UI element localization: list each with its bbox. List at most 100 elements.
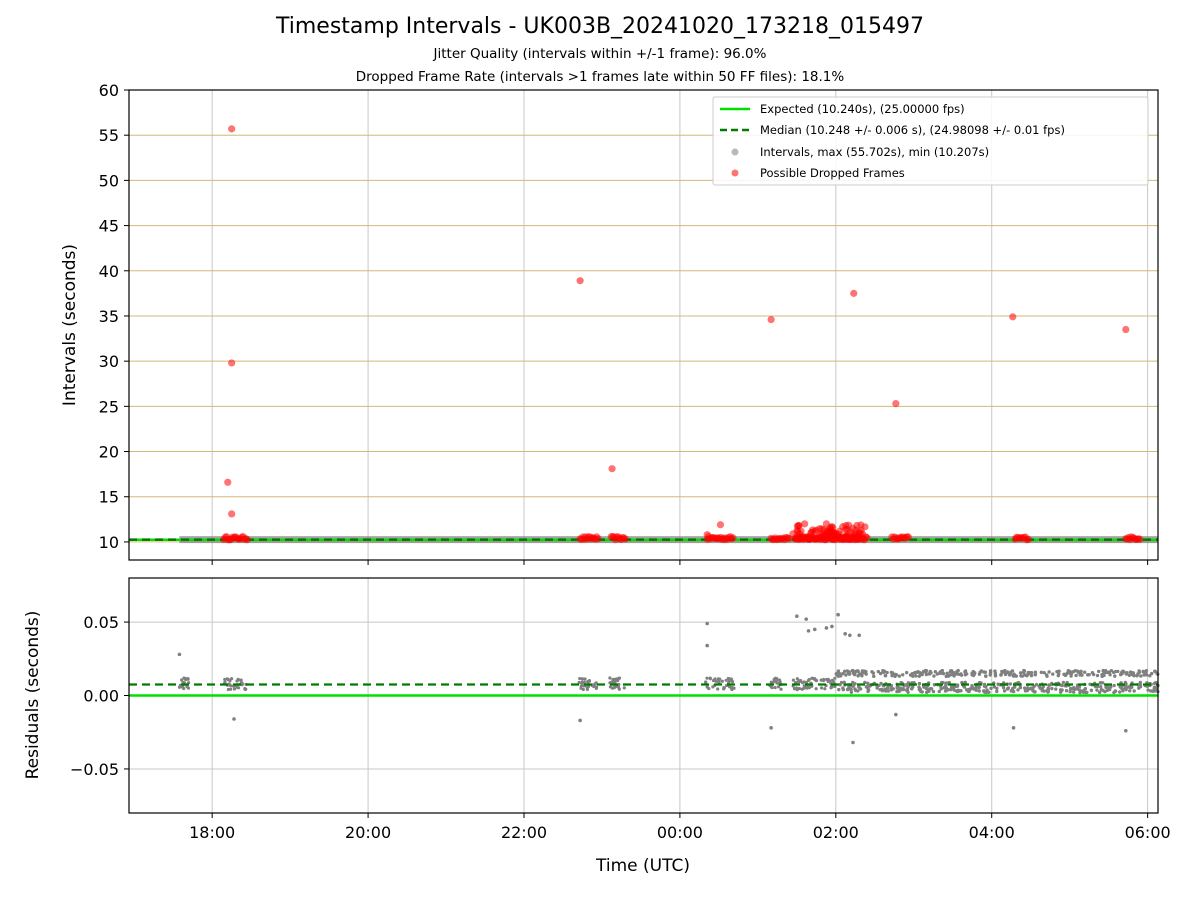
residual-point xyxy=(928,686,932,691)
residual-point xyxy=(727,679,731,684)
residual-point xyxy=(987,690,991,694)
residual-point xyxy=(1045,674,1049,678)
residual-point xyxy=(1010,669,1015,673)
residual-point xyxy=(814,687,818,691)
residual-outlier-point xyxy=(769,726,773,730)
residual-point xyxy=(223,680,227,684)
residual-point xyxy=(1075,685,1080,689)
residual-point xyxy=(1074,673,1078,678)
residual-point xyxy=(795,688,799,692)
residual-point xyxy=(1108,673,1112,677)
residual-point xyxy=(1055,669,1059,674)
residual-point xyxy=(970,685,974,689)
x-tick-label: 00:00 xyxy=(657,823,703,842)
residual-point xyxy=(1141,669,1145,674)
residual-point xyxy=(999,672,1003,677)
residual-point xyxy=(950,672,954,677)
residual-point xyxy=(718,677,722,681)
dropped-frame-point xyxy=(576,277,584,285)
residual-point xyxy=(722,687,726,691)
dropped-frame-point xyxy=(829,535,837,543)
residual-point xyxy=(897,674,902,678)
residual-point xyxy=(720,679,724,683)
residual-point xyxy=(871,671,876,675)
residual-point xyxy=(705,676,709,680)
residual-point xyxy=(1060,688,1064,692)
residual-point xyxy=(577,680,581,685)
residual-point xyxy=(993,669,997,673)
residual-point xyxy=(1153,669,1157,673)
residual-point xyxy=(1149,689,1153,693)
residual-outlier-point xyxy=(795,614,799,618)
residual-point xyxy=(1127,673,1131,678)
residual-point xyxy=(1047,670,1051,674)
residual-outlier-point xyxy=(857,633,862,638)
dropped-frame-point xyxy=(852,535,861,543)
residual-point xyxy=(773,685,777,690)
chart-title: Timestamp Intervals - UK003B_20241020_17… xyxy=(276,14,924,39)
dropped-frame-point xyxy=(807,529,815,537)
intervals-y-tick-label: 40 xyxy=(99,262,119,281)
residual-point xyxy=(1005,687,1010,691)
residual-point xyxy=(1082,670,1087,674)
residual-point xyxy=(1096,669,1101,674)
residual-outlier-point xyxy=(894,712,898,717)
residual-point xyxy=(886,689,890,693)
residual-point xyxy=(984,684,988,689)
residual-point xyxy=(945,671,949,676)
residual-point xyxy=(910,673,914,677)
residual-point xyxy=(730,680,735,684)
dropped-frame-point xyxy=(824,529,832,537)
legend-intervals-swatch xyxy=(731,148,739,156)
residual-point xyxy=(825,677,829,682)
residual-point xyxy=(979,669,984,673)
intervals-y-tick-label: 50 xyxy=(99,171,119,190)
dropped-frame-point xyxy=(1009,313,1017,321)
residual-point xyxy=(595,685,599,689)
residual-point xyxy=(842,669,847,673)
residual-point xyxy=(890,671,895,675)
residual-point xyxy=(180,678,184,682)
residual-point xyxy=(1002,689,1007,693)
residual-point xyxy=(914,674,918,678)
residual-point xyxy=(802,680,806,684)
residual-point xyxy=(947,673,952,678)
residual-point xyxy=(1069,686,1074,691)
residual-point xyxy=(804,680,809,684)
residual-point xyxy=(1071,690,1076,694)
residual-point xyxy=(931,689,936,694)
dropped-frame-point xyxy=(621,535,629,543)
residual-point xyxy=(1113,689,1118,693)
residual-point xyxy=(1125,685,1129,689)
dropped-frame-point xyxy=(608,465,616,473)
residual-point xyxy=(1120,671,1124,676)
residuals-data xyxy=(129,612,1160,745)
residual-point xyxy=(967,689,971,693)
residual-point xyxy=(982,689,986,693)
residual-point xyxy=(858,687,863,691)
dropped-frame-point xyxy=(243,536,251,544)
dropped-frame-point xyxy=(729,534,737,542)
residual-point xyxy=(232,687,237,691)
residual-point xyxy=(846,670,850,674)
residual-outlier-point xyxy=(232,717,236,721)
residual-point xyxy=(927,689,931,693)
residual-point xyxy=(881,670,886,675)
residuals-y-axis-label: Residuals (seconds) xyxy=(23,611,43,780)
residual-point xyxy=(236,686,241,690)
residual-point xyxy=(859,672,863,676)
x-tick-label: 22:00 xyxy=(501,823,547,842)
dropped-frame-point xyxy=(904,533,912,541)
residual-point xyxy=(711,685,715,689)
residual-outlier-point xyxy=(843,632,847,636)
residual-point xyxy=(851,680,855,685)
residual-point xyxy=(1047,683,1051,687)
residual-point xyxy=(876,669,881,674)
residual-point xyxy=(806,678,811,682)
residual-point xyxy=(730,685,734,690)
dropped-frame-point xyxy=(801,520,809,528)
residual-point xyxy=(813,677,817,681)
residual-outlier-point xyxy=(851,740,855,745)
residual-point xyxy=(854,669,858,674)
